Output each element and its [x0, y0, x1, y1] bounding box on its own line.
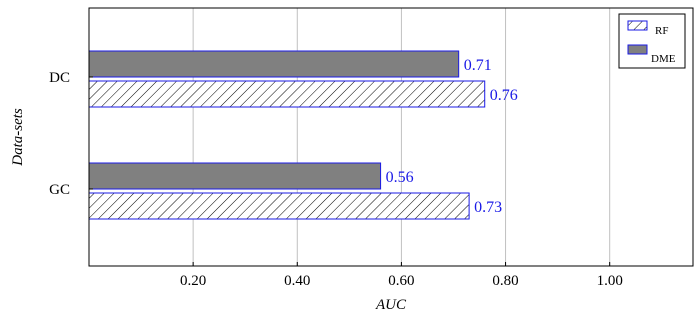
- data-labels: 0.71 0.76 0.56 0.73: [386, 57, 518, 216]
- x-tick-label: 0.40: [284, 273, 310, 289]
- data-label-rf-gc: 0.73: [474, 199, 502, 216]
- bars: [88, 50, 486, 220]
- bar-dme-gc: [88, 162, 382, 190]
- axis-ticks: 0.20 0.40 0.60 0.80 1.00 DC GC: [49, 70, 623, 289]
- x-tick-label: 1.00: [597, 273, 623, 289]
- legend-swatch-rf: [627, 20, 648, 31]
- x-tick-label: 0.80: [492, 273, 518, 289]
- y-tick-label: DC: [49, 70, 70, 86]
- bar-dme-dc: [88, 50, 460, 78]
- x-axis-title: AUC: [375, 297, 407, 313]
- legend: RF DME: [618, 13, 686, 69]
- data-label-rf-dc: 0.76: [490, 87, 518, 104]
- x-tick-label: 0.60: [388, 273, 414, 289]
- plot-frame: [88, 7, 694, 267]
- legend-label-dme: DME: [651, 53, 676, 65]
- bar-rf-dc: [88, 80, 486, 108]
- y-tick-label: GC: [49, 182, 70, 198]
- data-label-dme-gc: 0.56: [386, 169, 414, 186]
- gridlines: [192, 8, 611, 266]
- legend-swatch-dme: [627, 44, 648, 55]
- x-tick-label: 0.20: [180, 273, 206, 289]
- bar-rf-gc: [88, 192, 470, 220]
- y-axis-title: Data-sets: [10, 108, 26, 167]
- data-label-dme-dc: 0.71: [464, 57, 492, 74]
- legend-label-rf: RF: [655, 25, 668, 37]
